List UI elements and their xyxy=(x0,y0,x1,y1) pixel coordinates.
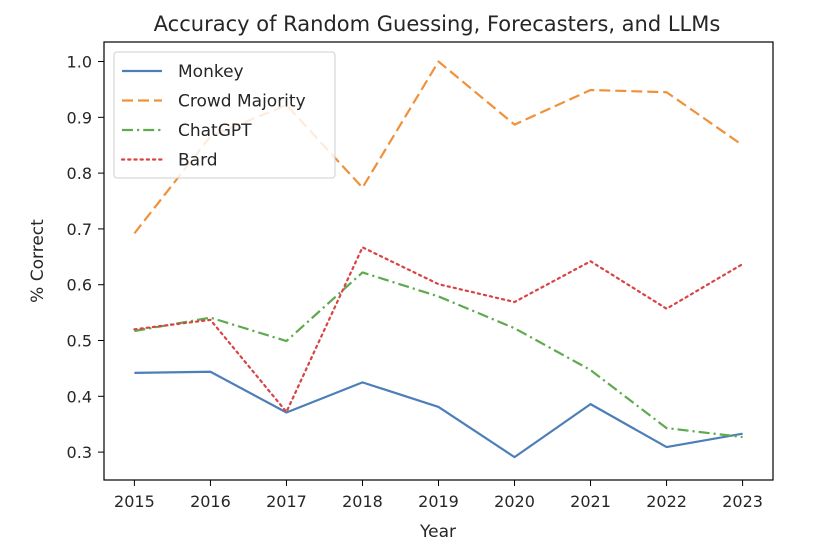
y-tick-label-0-7: 0.7 xyxy=(67,220,92,239)
y-tick-label-0-6: 0.6 xyxy=(67,276,92,295)
x-tick-label-2021: 2021 xyxy=(570,492,611,511)
x-tick-label-2023: 2023 xyxy=(722,492,763,511)
x-tick-label-2022: 2022 xyxy=(646,492,687,511)
x-axis: 2015 2016 2017 2018 2019 2020 2021 2022 2023 xyxy=(114,480,763,511)
y-tick-label-0-9: 0.9 xyxy=(67,108,92,127)
legend-label-chatgpt: ChatGPT xyxy=(178,121,252,141)
y-tick-label-0-5: 0.5 xyxy=(67,332,92,351)
y-tick-label-1-0: 1.0 xyxy=(67,53,92,72)
y-tick-label-0-3: 0.3 xyxy=(67,443,92,462)
x-tick-label-2017: 2017 xyxy=(266,492,307,511)
legend-label-monkey: Monkey xyxy=(178,62,244,82)
y-tick-label-0-8: 0.8 xyxy=(67,164,92,183)
x-tick-label-2016: 2016 xyxy=(190,492,231,511)
y-axis-title: % Correct xyxy=(28,219,48,303)
x-axis-title: Year xyxy=(419,522,456,542)
legend-label-bard: Bard xyxy=(178,151,218,171)
legend-label-crowd-majority: Crowd Majority xyxy=(178,92,306,112)
x-tick-label-2020: 2020 xyxy=(494,492,535,511)
legend: Monkey Crowd Majority ChatGPT Bard xyxy=(114,52,335,178)
x-tick-label-2015: 2015 xyxy=(114,492,155,511)
chart-title: Accuracy of Random Guessing, Forecasters… xyxy=(154,12,721,36)
y-tick-label-0-4: 0.4 xyxy=(67,387,92,406)
x-tick-label-2019: 2019 xyxy=(418,492,459,511)
y-axis: 0.3 0.4 0.5 0.6 0.7 0.8 0.9 1.0 xyxy=(67,53,104,463)
x-tick-label-2018: 2018 xyxy=(342,492,383,511)
